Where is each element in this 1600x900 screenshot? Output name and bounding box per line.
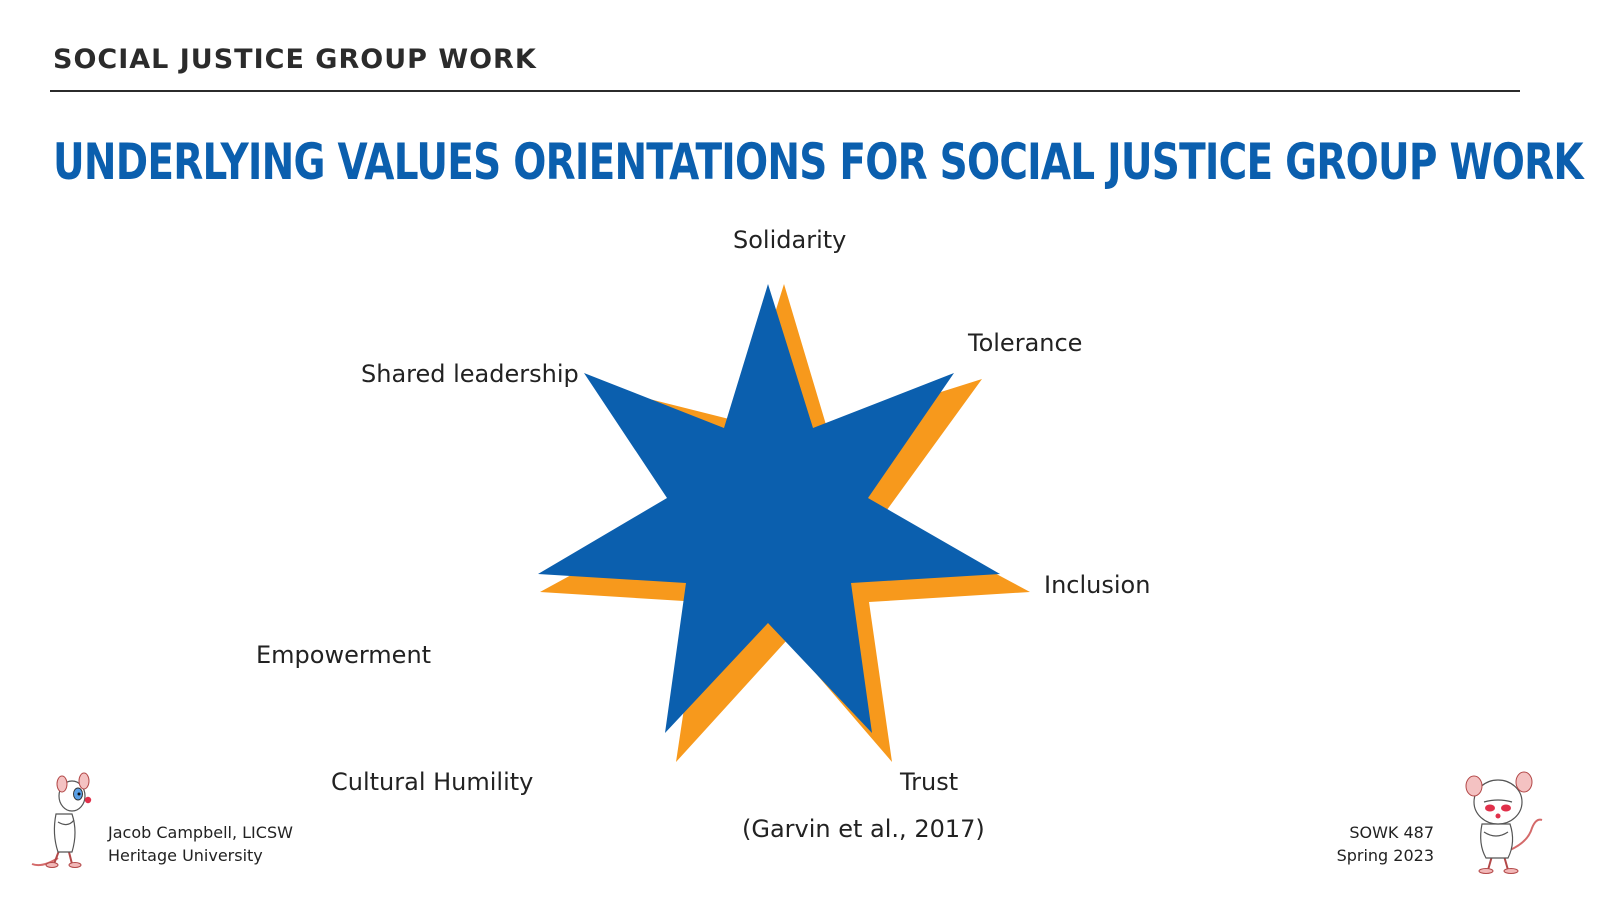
value-label-cultural-humility: Cultural Humility: [331, 768, 534, 796]
footer-term: Spring 2023: [1336, 846, 1434, 865]
footer-course-block: SOWK 487 Spring 2023: [1337, 821, 1434, 867]
star-main-shape: [538, 284, 1000, 733]
pinky-cartoon-mouse-icon: [31, 772, 92, 868]
value-label-solidarity: Solidarity: [733, 226, 847, 254]
value-label-inclusion: Inclusion: [1044, 571, 1151, 599]
footer-author-name: Jacob Campbell, LICSW: [108, 823, 293, 842]
footer-institution: Heritage University: [108, 846, 263, 865]
value-label-trust: Trust: [900, 768, 959, 796]
section-header: SOCIAL JUSTICE GROUP WORK: [53, 44, 537, 75]
citation: (Garvin et al., 2017): [742, 815, 985, 843]
footer-course-code: SOWK 487: [1349, 823, 1434, 842]
slide-title: UNDERLYING VALUES ORIENTATIONS FOR SOCIA…: [53, 133, 1584, 191]
value-label-empowerment: Empowerment: [256, 641, 432, 669]
footer-author-block: Jacob Campbell, LICSW Heritage Universit…: [108, 821, 293, 867]
value-label-tolerance: Tolerance: [968, 329, 1083, 357]
brain-cartoon-mouse-icon: [1465, 771, 1543, 874]
value-label-shared-leadership: Shared leadership: [361, 360, 579, 388]
header-divider: [50, 90, 1520, 92]
